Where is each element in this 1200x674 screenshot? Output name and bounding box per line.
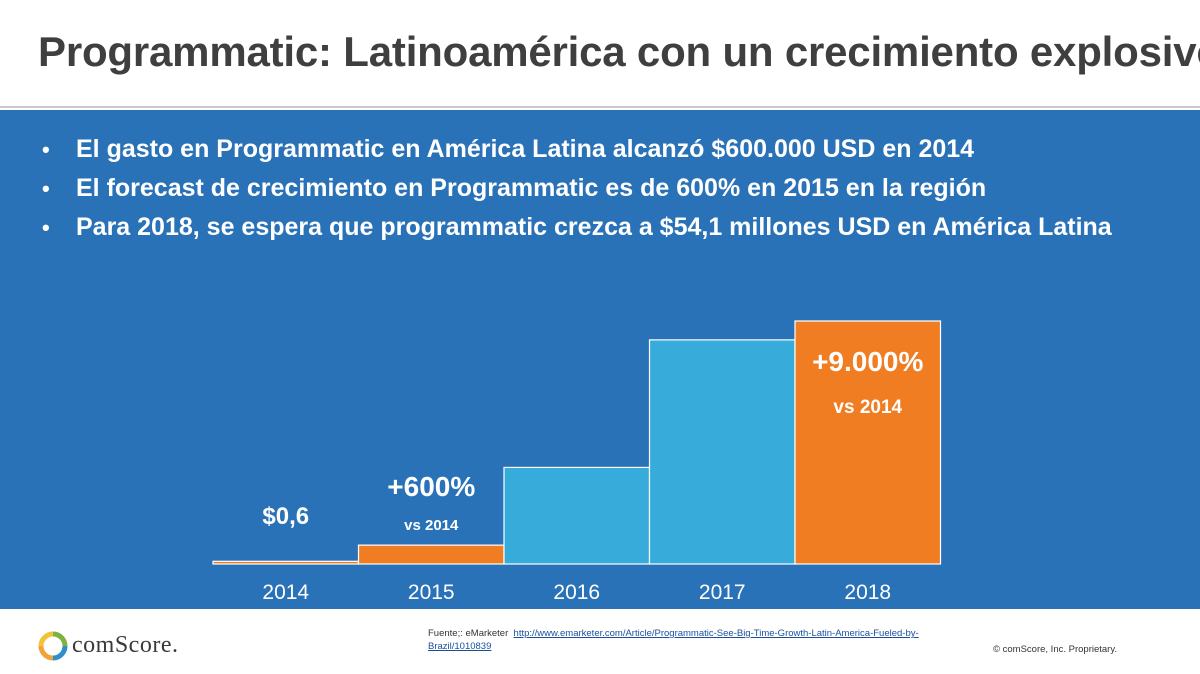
title-bar: Programmatic: Latinoamérica con un creci… [0, 0, 1200, 108]
x-tick-label: 2018 [844, 581, 891, 604]
footer [0, 609, 1200, 674]
bullet-text: Para 2018, se espera que programmatic cr… [76, 213, 1112, 241]
bullet-item: • Para 2018, se espera que programmatic c… [40, 208, 1160, 247]
bar-2017 [648, 339, 796, 565]
bullet-dot: • [42, 137, 50, 162]
comscore-logo-icon [38, 631, 68, 661]
bar-2016 [503, 466, 651, 565]
copyright-text: © comScore, Inc. Proprietary. [993, 644, 1118, 655]
bullet-list: • El gasto en Programmatic en América Lat… [40, 130, 1160, 247]
x-tick-label: 2015 [408, 581, 455, 604]
annotation-sub-2018: vs 2014 [833, 397, 902, 418]
annotation-2018: +9.000% [812, 346, 923, 377]
source-label: Fuente;: eMarketer [428, 628, 509, 639]
annotation-2014: $0,6 [262, 503, 309, 530]
annotation-2015: +600% [387, 471, 475, 502]
title-divider [0, 106, 1200, 108]
x-tick-label: 2017 [699, 581, 746, 604]
slide-title: Programmatic: Latinoamérica con un creci… [38, 28, 1200, 75]
source-link[interactable]: http://www.emarketer.com/Article/Program… [428, 628, 919, 652]
x-tick-label: 2014 [262, 581, 309, 604]
bullet-item: • El forecast de crecimiento en Programma… [40, 169, 1160, 208]
bar-2014 [212, 560, 360, 565]
bullet-dot: • [42, 176, 50, 201]
bar-2018 [794, 320, 942, 565]
bullet-item: • El gasto en Programmatic en América Lat… [40, 130, 1160, 169]
growth-bar-chart: 2014 2015 2016 2017 2018 $0,6 +600% vs 2014 +9.0… [212, 320, 942, 604]
source-note: Fuente;: eMarketer http://www.emarketer.… [428, 627, 958, 653]
bullet-text: El gasto en Programmatic en América Lati… [76, 135, 975, 163]
x-tick-label: 2016 [553, 581, 600, 604]
annotation-sub-2015: vs 2014 [404, 517, 459, 534]
bullet-dot: • [42, 215, 50, 240]
comscore-logo-text: comScore. [72, 632, 179, 658]
bullet-text: El forecast de crecimiento en Programmat… [76, 174, 987, 202]
bar-2015 [357, 544, 505, 565]
